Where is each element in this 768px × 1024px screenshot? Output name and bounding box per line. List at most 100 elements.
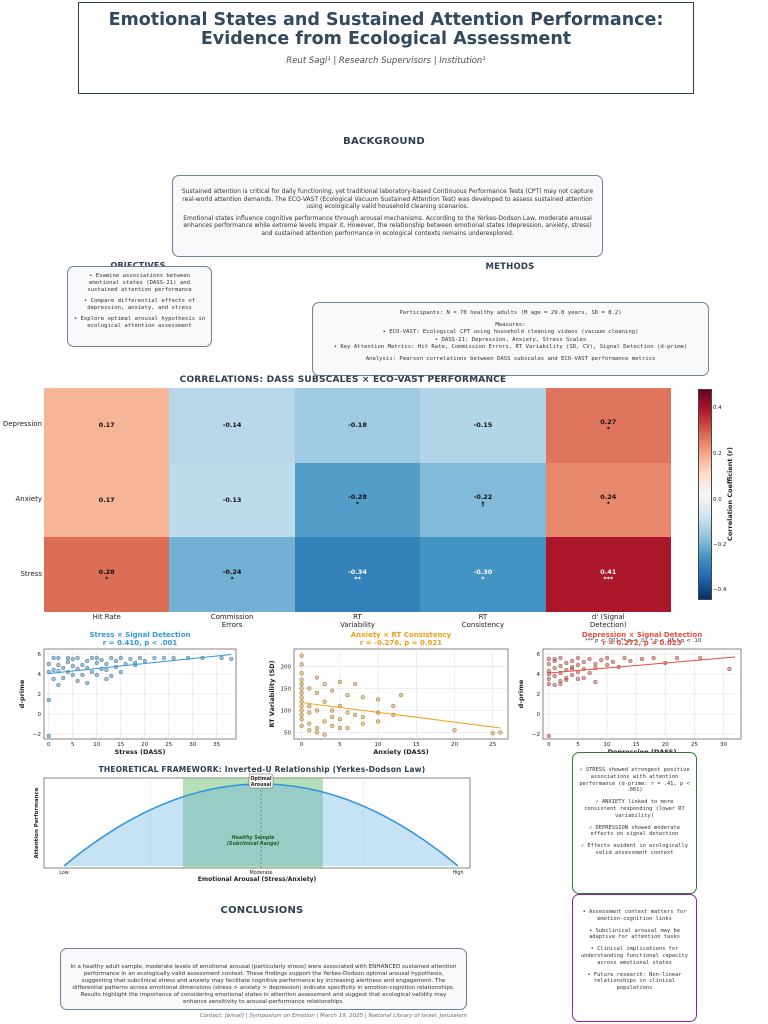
implication-item: • Subclinical arousal may be adaptive fo… [589,927,680,941]
data-point [314,690,320,695]
data-point [314,708,320,713]
data-point [581,659,586,665]
data-point [152,655,157,661]
heatmap-row-label: Anxiety [15,495,42,503]
data-point [171,655,176,661]
objective-item: • Examine associations between emotional… [87,273,192,293]
data-point [398,693,404,698]
x-tick-label: Low [59,870,69,876]
data-point [610,659,615,665]
data-point [307,710,312,715]
finding-item: ✓ Effects evident in ecologically valid … [580,843,689,856]
data-point [314,675,320,680]
heatmap-cell: 0.24 * [545,462,671,538]
heatmap-significance: ** [354,574,361,583]
key-findings-box: ✓ STRESS showed strongest positive assoc… [572,752,697,894]
data-point [330,723,335,728]
data-point [546,661,551,667]
y-tick-label: −2 [33,732,41,738]
heatmap-column-labels: Hit Rate Commission Errors RT Variability R… [44,613,671,633]
heatmap-value: 0.17 [98,421,115,430]
data-point [698,655,703,661]
objective-item: • Compare differential effects of depres… [83,298,196,311]
data-point [51,676,56,682]
x-tick-label: 15 [413,742,420,748]
colorbar-tick: 0.4 [713,405,722,411]
data-point [89,669,95,675]
data-point [604,662,610,668]
authors: Reut Sagi¹ | Research Supervisors | Inst… [286,56,486,66]
optimal-label: Optimal [250,776,272,782]
x-tick-label: 20 [451,742,458,748]
data-point [360,721,365,726]
y-tick-label: 4 [38,672,42,678]
significance-legend: *** p < .001 ** p < .01 * p < .05 † p < … [585,638,702,644]
y-tick-label: 4 [537,672,541,678]
y-tick-label: 2 [537,692,541,698]
heatmap-significance: * [606,499,610,508]
data-point [570,672,575,678]
x-tick-label: 35 [213,742,220,748]
data-point [391,703,396,709]
objectives-box: • Examine associations between emotional… [67,266,212,347]
data-point [546,656,551,662]
background-p2: Emotional states influence cognitive per… [183,214,592,237]
data-point [75,655,80,661]
heatmap-value: 0.28 [98,567,115,576]
data-point [70,663,75,669]
data-point [345,725,350,731]
data-point [360,695,365,700]
y-tick-label: 2 [38,692,42,698]
data-point [104,667,109,673]
methods-analysis: Analysis: Pearson correlations between D… [365,355,656,362]
implication-item: • Clinical implications for understandin… [580,946,689,966]
data-point [61,665,66,671]
data-point [628,658,633,664]
data-point [80,662,85,668]
heatmap-value: -0.34 [348,567,367,576]
conclusions-text: In a healthy adult sample, moderate leve… [70,964,457,1005]
data-point [360,714,365,720]
x-tick-label: 20 [662,742,669,748]
data-point [118,669,123,675]
background-box: Sustained attention is critical for dail… [172,175,603,257]
trend-line [301,702,501,729]
heatmap-column-label: RT Consistency [461,613,505,629]
data-point [75,678,80,684]
data-point [299,723,304,728]
x-tick-label: 10 [93,742,100,748]
heatmap-column-label: RT Variability [340,613,375,629]
data-point [299,703,304,709]
heatmap-cell: -0.15 [420,388,546,463]
data-point [104,676,109,682]
x-tick-label: 0 [547,742,551,748]
colorbar-tick: 0.2 [713,451,722,457]
data-point [314,730,320,735]
heatmap-value: 0.27 [600,418,617,427]
data-point [51,667,56,673]
data-point [118,655,123,661]
data-point [80,672,85,678]
trend-line [48,654,232,674]
heatmap-title: CORRELATIONS: DASS SUBSCALES × ECO-VAST … [179,375,507,385]
data-point [307,703,312,709]
heatmap-value: 0.41 [600,567,617,576]
x-tick-label: High [452,870,463,876]
heatmap-row-labels: Depression Anxiety Stress [0,388,42,612]
data-point [307,721,312,726]
data-point [314,725,320,731]
scatter-title: Anxiety × RT Consistency [351,631,452,639]
data-point [299,717,304,722]
heatmap-cell: 0.41 *** [545,537,671,612]
data-point [128,656,133,662]
data-point [575,655,581,661]
data-point [109,655,114,661]
methods-measure: • DASS-21: Depression, Anxiety, Stress S… [434,336,587,343]
data-point [575,662,581,668]
heatmap-significance: * [481,574,485,583]
data-point [65,659,71,665]
data-point [85,658,90,664]
heatmap-value: 0.17 [98,495,115,504]
heatmap-significance: † [481,499,485,508]
heatmap-column-label: d' (Signal Detection) [589,613,627,629]
